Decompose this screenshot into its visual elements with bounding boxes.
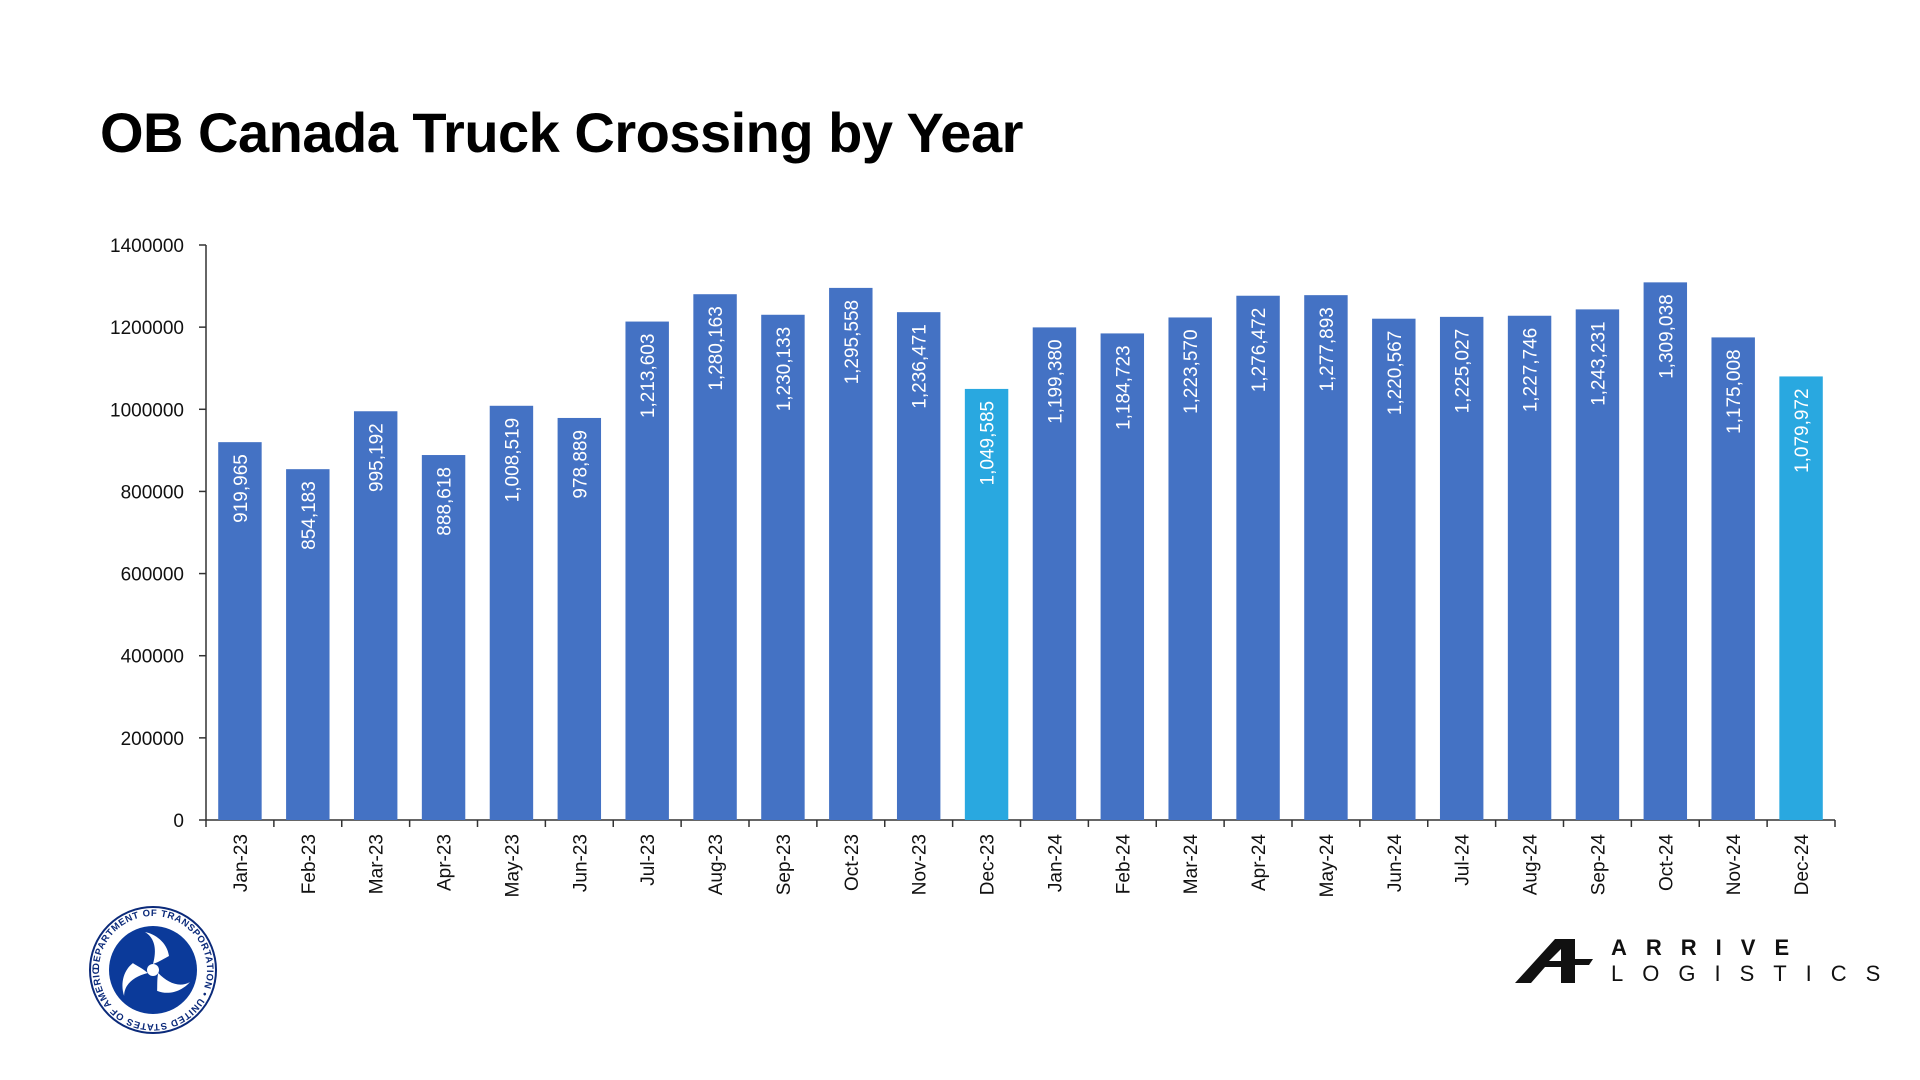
bar-value-label: 1,184,723 [1113,345,1134,430]
x-tick-label: Jan-23 [231,834,252,892]
page-title: OB Canada Truck Crossing by Year [100,101,1023,164]
y-tick-label: 0 [173,811,184,832]
x-tick-label: Apr-24 [1249,834,1270,891]
bar-value-label: 1,223,570 [1181,329,1202,414]
bar [1236,295,1280,820]
x-axis: Jan-23 Feb-23 Mar-23 Apr-23 May-23 Jun-23 Jul-… [205,819,1836,898]
bar [964,388,1009,820]
x-tick-label: Feb-24 [1113,834,1134,895]
bar [896,312,941,820]
arrive-mark-icon [1515,939,1593,983]
bar [286,469,330,820]
bar [1100,333,1145,820]
x-tick-label: Dec-23 [978,834,999,895]
x-tick-label: Jun-23 [570,834,591,892]
bar [1643,282,1688,821]
y-tick-label: 600000 [121,565,184,586]
x-tick-label: Feb-23 [299,834,320,894]
bar [1575,309,1620,820]
x-tick-label: Aug-24 [1521,834,1542,896]
bar [218,442,262,820]
x-tick-label: Nov-23 [910,834,931,895]
x-tick-label: Mar-23 [367,834,388,894]
bar [557,417,602,820]
bar-value-label: 1,243,231 [1588,321,1609,406]
x-tick-label: Mar-24 [1181,834,1202,895]
bar-value-label: 1,175,008 [1724,349,1745,434]
bar-value-label: 1,227,746 [1521,328,1542,413]
y-tick-label: 1200000 [110,318,184,339]
bar-value-label: 1,295,558 [842,300,863,385]
bar [1032,327,1077,820]
bar-value-label: 854,183 [299,481,320,550]
bar [761,314,805,820]
bar [1507,315,1552,820]
y-tick-label: 1000000 [110,400,184,421]
bar-value-label: 1,309,038 [1656,294,1677,379]
y-axis: 0 200000 400000 600000 800000 1000000 1200000 1… [110,236,207,832]
bar [693,294,737,821]
arrive-logistics-logo: ARRIVE LOGISTICS [1515,935,1899,987]
bar [489,405,534,820]
bar-value-label: 1,008,519 [502,418,523,503]
x-tick-label: Jun-24 [1385,834,1406,893]
x-tick-label: Jul-23 [638,834,659,886]
bar-value-label: 1,220,567 [1385,331,1406,416]
x-tick-label: Sep-23 [774,834,795,895]
x-tick-label: Dec-24 [1792,834,1813,896]
bar [625,321,669,820]
bar-value-label: 978,889 [570,430,591,499]
bar [1779,376,1823,820]
bar [353,411,398,820]
x-tick-label: Oct-24 [1656,834,1677,891]
dot-seal-logo: DEPARTMENT OF TRANSPORTATION • UNITED ST… [88,905,217,1034]
bar-value-label: 1,230,133 [774,327,795,412]
bar-value-label: 1,277,893 [1317,307,1338,392]
bar [1372,318,1416,820]
x-tick-label: May-24 [1317,834,1338,898]
y-tick-label: 1400000 [110,236,184,257]
bar-value-label: 1,236,471 [910,324,931,409]
bar-value-label: 1,280,163 [706,306,727,391]
logistics-wordmark: LOGISTICS [1611,961,1900,986]
bar-value-label: 1,276,472 [1249,308,1270,393]
x-tick-label: Sep-24 [1588,834,1609,896]
x-tick-label: Jul-24 [1453,834,1474,886]
x-tick-label: Nov-24 [1724,834,1745,896]
y-tick-label: 800000 [121,482,184,503]
bar [1439,316,1484,820]
bar [1304,295,1348,820]
x-tick-label: Jan-24 [1045,834,1066,893]
bar [1711,337,1755,820]
bar-value-label: 919,965 [231,454,252,523]
bar [829,287,873,820]
x-tick-label: Aug-23 [706,834,727,895]
bar-value-label: 1,213,603 [638,334,659,419]
y-tick-label: 200000 [121,729,184,750]
bar-value-label: 888,618 [435,467,456,536]
bar-value-label: 1,199,380 [1045,339,1066,424]
arrive-wordmark: ARRIVE [1611,935,1809,960]
bars: 919,965 854,183 995,192 888,618 1,008,519 978… [218,282,1823,821]
bar-value-label: 995,192 [367,423,388,492]
bar-value-label: 1,079,972 [1792,388,1813,473]
bar-value-label: 1,049,585 [978,401,999,486]
x-tick-label: Apr-23 [435,834,456,891]
bar [421,455,466,820]
x-tick-label: May-23 [502,834,523,897]
x-tick-label: Oct-23 [842,834,863,891]
bar-value-label: 1,225,027 [1453,329,1474,414]
y-tick-label: 400000 [121,647,184,668]
bar [1168,317,1212,820]
